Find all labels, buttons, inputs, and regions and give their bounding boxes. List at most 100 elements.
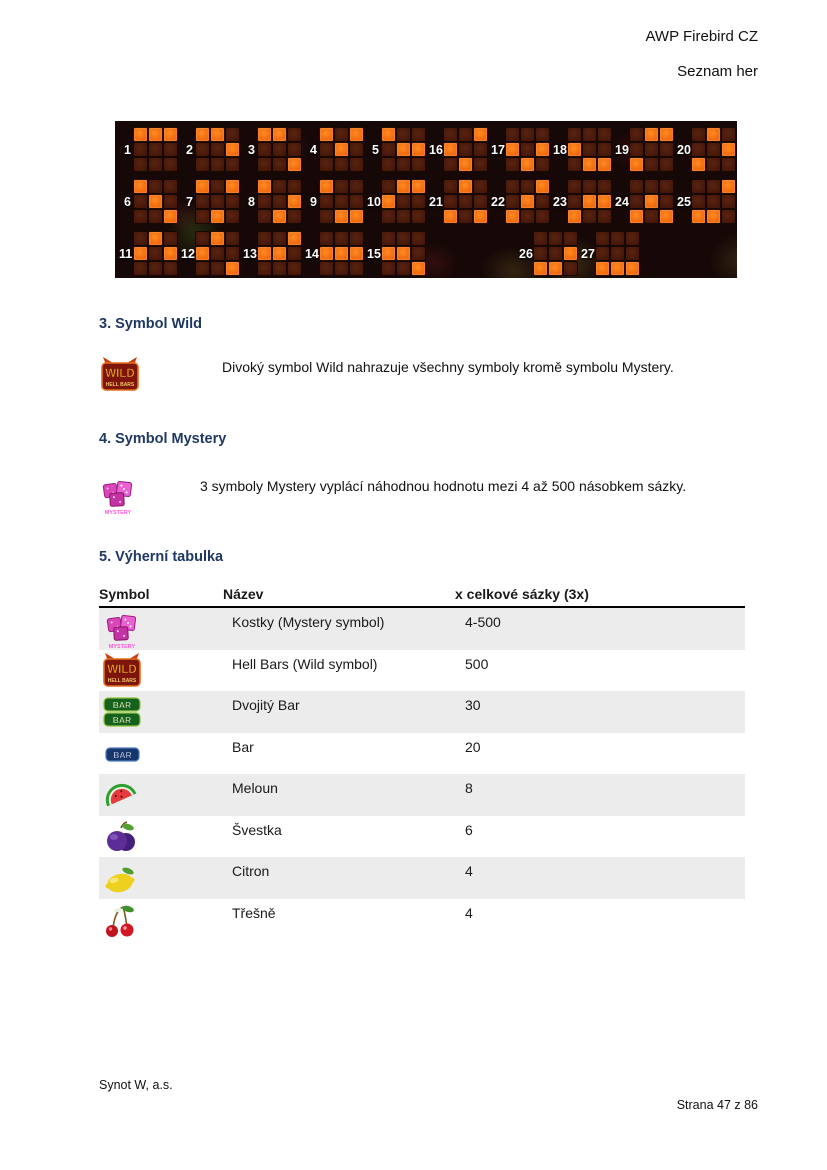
winline-cell xyxy=(535,127,550,142)
winlines-row: 1 2 3 4 5 16 17 18 19 20 xyxy=(119,126,737,173)
winline-grid xyxy=(443,127,488,172)
winline-cell xyxy=(629,194,644,209)
winline-cell-lit xyxy=(721,179,736,194)
winline-number: 24 xyxy=(615,194,629,209)
winline-cell xyxy=(548,246,563,261)
winline-cell-lit xyxy=(195,246,210,261)
winline-cell xyxy=(458,194,473,209)
paytable-row-wild: WILD HELL BARS Hell Bars (Wild symbol) 500 xyxy=(99,650,745,692)
winline-cell xyxy=(473,157,488,172)
winline-cell xyxy=(644,209,659,224)
winline-grid xyxy=(133,231,178,276)
winline-cell-lit xyxy=(148,127,163,142)
winline-cell xyxy=(148,209,163,224)
winline-number: 10 xyxy=(367,194,381,209)
melon-symbol-icon xyxy=(101,776,143,816)
winline-cell-lit xyxy=(629,157,644,172)
winline-grid xyxy=(691,127,736,172)
winline-cell xyxy=(334,194,349,209)
winline-cell-lit xyxy=(567,142,582,157)
winline-cell-lit xyxy=(411,179,426,194)
winline-cell xyxy=(272,157,287,172)
winline-cell-lit xyxy=(595,261,610,276)
winline-grid xyxy=(257,127,302,172)
paytable-name-cell: Citron xyxy=(232,863,270,879)
doc-title: AWP Firebird CZ xyxy=(645,28,758,45)
winline-cell xyxy=(133,194,148,209)
winline-cell xyxy=(563,261,578,276)
paytable-symbol-cell xyxy=(99,899,225,941)
paytable-name-cell: Dvojitý Bar xyxy=(232,697,300,713)
winline-cell xyxy=(272,261,287,276)
winline-cell xyxy=(349,142,364,157)
winline-cell xyxy=(443,157,458,172)
winline-cell xyxy=(505,127,520,142)
svg-text:HELL BARS: HELL BARS xyxy=(108,678,137,684)
lemon-symbol-icon xyxy=(101,859,143,899)
paytable-header-symbol: Symbol xyxy=(99,586,150,602)
winline-cell-lit xyxy=(148,194,163,209)
winline-cell-lit xyxy=(349,246,364,261)
winline-cell-lit xyxy=(411,142,426,157)
winline-cell-lit xyxy=(582,157,597,172)
winline-cell xyxy=(319,194,334,209)
winline-cell-lit xyxy=(210,209,225,224)
winline-cell-lit xyxy=(644,194,659,209)
winline-cell xyxy=(272,179,287,194)
svg-text:BAR: BAR xyxy=(113,750,131,760)
winline-cell xyxy=(706,157,721,172)
footer-page-number: Strana 47 z 86 xyxy=(676,1098,758,1112)
winline-cell xyxy=(257,142,272,157)
winline-grid xyxy=(443,179,488,224)
winline-cell-lit xyxy=(163,209,178,224)
winline-cell xyxy=(505,194,520,209)
winline-number: 23 xyxy=(553,194,567,209)
winline-cell-lit xyxy=(706,127,721,142)
winline-cell xyxy=(133,209,148,224)
winline-cell-lit xyxy=(287,157,302,172)
winline-cell xyxy=(567,194,582,209)
winline-cell xyxy=(334,157,349,172)
winline-cell xyxy=(334,127,349,142)
winline-cell-lit xyxy=(163,246,178,261)
winline-grid xyxy=(319,179,364,224)
winline-cell xyxy=(629,127,644,142)
winline-cell xyxy=(691,142,706,157)
winline-cell xyxy=(644,157,659,172)
winline-grid xyxy=(257,231,302,276)
winline-cell-lit xyxy=(659,127,674,142)
winline-cell-lit xyxy=(195,179,210,194)
winline-cell xyxy=(411,194,426,209)
svg-text:HELL BARS: HELL BARS xyxy=(106,382,135,388)
winline-cell xyxy=(334,231,349,246)
paytable-name-cell: Meloun xyxy=(232,780,278,796)
winline-number: 11 xyxy=(119,246,133,261)
winline-cell-lit xyxy=(473,209,488,224)
winline-cell-lit xyxy=(520,157,535,172)
winline-cell xyxy=(225,246,240,261)
winline-pattern-11: 11 xyxy=(119,230,180,277)
winline-cell xyxy=(597,179,612,194)
winline-cell-lit xyxy=(458,179,473,194)
winline-pattern-18: 18 xyxy=(553,126,614,173)
winline-cell xyxy=(133,231,148,246)
winline-cell-lit xyxy=(334,142,349,157)
winline-cell xyxy=(582,142,597,157)
winline-cell-lit xyxy=(411,261,426,276)
paytable-row-mystery: MYSTERY Kostky (Mystery symbol) 4-500 xyxy=(99,608,745,650)
winline-cell-lit xyxy=(548,261,563,276)
winline-cell xyxy=(163,179,178,194)
winline-cell xyxy=(381,179,396,194)
winline-cell-lit xyxy=(195,127,210,142)
winline-cell-lit xyxy=(163,127,178,142)
winline-pattern-5: 5 xyxy=(367,126,428,173)
winline-cell-lit xyxy=(287,194,302,209)
winline-cell xyxy=(473,179,488,194)
winline-grid xyxy=(319,127,364,172)
winline-cell xyxy=(597,142,612,157)
winline-cell xyxy=(659,142,674,157)
winline-grid xyxy=(195,231,240,276)
winline-cell-lit xyxy=(396,179,411,194)
winline-number: 6 xyxy=(124,194,131,209)
